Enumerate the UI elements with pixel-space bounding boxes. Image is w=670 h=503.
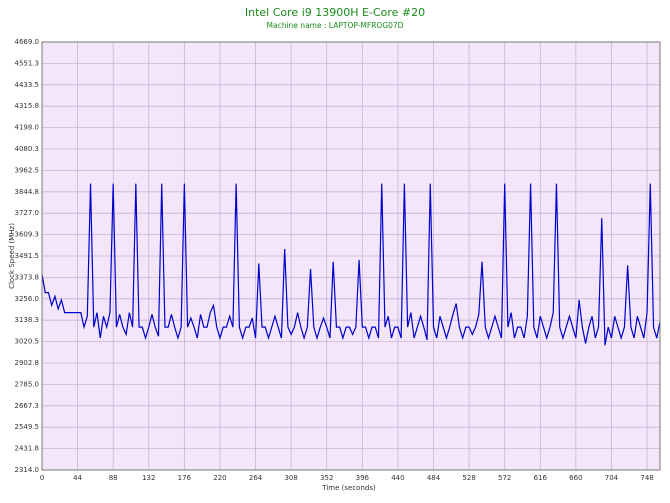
x-tick-label: 308 <box>284 474 297 482</box>
y-tick-label: 2549.5 <box>15 423 40 431</box>
y-tick-label: 4433.5 <box>15 81 40 89</box>
y-tick-label: 4551.3 <box>15 59 40 67</box>
x-tick-label: 132 <box>142 474 155 482</box>
chart-subtitle: Machine name : LAPTOP-MFROG07D <box>267 21 404 30</box>
x-tick-label: 0 <box>40 474 44 482</box>
chart-title: Intel Core i9 13900H E-Core #20 <box>245 6 425 19</box>
x-tick-label: 528 <box>462 474 475 482</box>
y-tick-label: 2431.8 <box>15 445 40 453</box>
y-tick-label: 3844.8 <box>15 188 40 196</box>
x-tick-label: 88 <box>109 474 118 482</box>
y-tick-label: 2902.8 <box>15 359 40 367</box>
y-axis-label: Clock Speed (MHz) <box>8 223 16 289</box>
data-line <box>41 183 661 346</box>
y-tick-label: 3727.0 <box>15 209 40 217</box>
x-tick-label: 704 <box>605 474 619 482</box>
y-tick-label: 3138.3 <box>15 316 40 324</box>
x-tick-label: 440 <box>391 474 404 482</box>
y-tick-label: 3256.0 <box>15 295 40 303</box>
plot-border <box>41 41 661 471</box>
y-tick-label: 2667.3 <box>15 402 40 410</box>
y-tick-label: 4669.0 <box>15 38 40 46</box>
x-tick-label: 352 <box>320 474 333 482</box>
x-tick-label: 572 <box>498 474 511 482</box>
y-tick-label: 4198.0 <box>15 124 40 132</box>
y-tick-label: 3020.5 <box>15 338 40 346</box>
y-tick-label: 2785.0 <box>15 380 40 388</box>
y-tick-label: 2314.0 <box>15 466 40 474</box>
x-tick-label: 220 <box>213 474 226 482</box>
x-tick-label: 748 <box>640 474 653 482</box>
y-tick-label: 3609.3 <box>15 231 40 239</box>
y-tick-label: 4315.8 <box>15 102 40 110</box>
x-tick-label: 264 <box>249 474 263 482</box>
y-tick-label: 3962.5 <box>15 166 40 174</box>
y-tick-label: 3373.8 <box>15 273 40 281</box>
x-tick-label: 44 <box>73 474 82 482</box>
x-tick-label: 176 <box>178 474 192 482</box>
x-tick-label: 396 <box>356 474 370 482</box>
y-tick-label: 3491.5 <box>15 252 40 260</box>
x-tick-label: 616 <box>534 474 548 482</box>
x-axis-label: Time (seconds) <box>321 484 376 492</box>
x-tick-label: 484 <box>427 474 441 482</box>
y-tick-label: 4080.3 <box>15 145 40 153</box>
x-tick-label: 660 <box>569 474 582 482</box>
